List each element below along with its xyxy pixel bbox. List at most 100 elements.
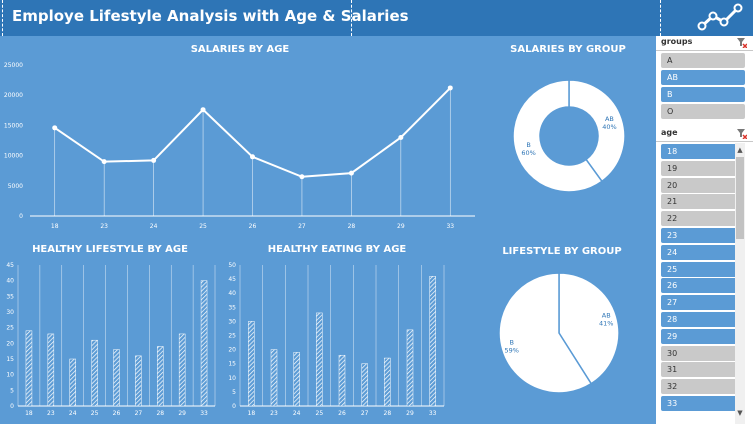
- data-point: [299, 174, 305, 180]
- slicer-item[interactable]: 22: [661, 211, 745, 227]
- clear-filter-icon[interactable]: [737, 38, 747, 48]
- y-tick-label: 25000: [4, 62, 23, 69]
- slicer-item[interactable]: 23: [661, 228, 745, 243]
- healthy-lifestyle-title: HEALTHY LIFESTYLE BY AGE: [32, 244, 188, 255]
- bar: [406, 329, 414, 407]
- y-tick-label: 40: [228, 290, 236, 297]
- x-tick-label: 23: [270, 410, 278, 417]
- pie-slice: [568, 79, 626, 183]
- slicer-item[interactable]: 31: [661, 362, 745, 378]
- x-tick-label: 26: [113, 410, 121, 417]
- clear-filter-icon[interactable]: [737, 129, 747, 139]
- line-chart-icon: [697, 3, 743, 31]
- x-tick-label: 27: [298, 223, 306, 230]
- y-tick-label: 50: [228, 262, 236, 269]
- y-tick-label: 35: [228, 304, 236, 311]
- bar: [157, 346, 164, 407]
- slicer-item[interactable]: 20: [661, 177, 745, 193]
- bar: [316, 312, 323, 407]
- y-tick-label: 10000: [4, 153, 23, 160]
- slicer-item[interactable]: 26: [661, 278, 745, 294]
- x-tick-label: 25: [91, 410, 99, 417]
- salaries-by-age-title: SALARIES BY AGE: [191, 44, 290, 55]
- slicer-item[interactable]: 33: [661, 396, 745, 411]
- x-tick-label: 29: [178, 410, 186, 417]
- x-tick-label: 28: [384, 410, 392, 417]
- slice-value-label: 59%: [505, 347, 519, 355]
- slicer-item[interactable]: 27: [661, 295, 745, 311]
- x-tick-label: 18: [51, 223, 59, 230]
- data-point: [447, 85, 453, 91]
- y-tick-label: 15: [6, 356, 14, 363]
- x-tick-label: 24: [69, 410, 77, 417]
- slice-value-label: 40%: [602, 123, 616, 131]
- slice-label: B: [510, 339, 514, 347]
- slicer-item[interactable]: A: [661, 53, 745, 68]
- y-tick-label: 20000: [4, 92, 23, 99]
- slicer-header: groups: [656, 36, 753, 51]
- bar: [338, 354, 346, 407]
- groups-slicer-title: groups: [661, 37, 693, 46]
- slicer-item[interactable]: 24: [661, 244, 745, 260]
- x-tick-label: 26: [338, 410, 346, 417]
- slicer-item[interactable]: B: [661, 87, 745, 102]
- slicer-item[interactable]: 18: [661, 144, 745, 159]
- healthy-eating-title: HEALTHY EATING BY AGE: [268, 244, 407, 255]
- scroll-down-icon[interactable]: ▼: [737, 409, 743, 417]
- dashboard-title: Employe Lifestyle Analysis with Age & Sa…: [12, 7, 409, 25]
- y-tick-label: 45: [228, 276, 236, 283]
- x-tick-label: 29: [406, 410, 414, 417]
- y-tick-label: 30: [228, 318, 236, 325]
- x-tick-label: 27: [135, 410, 143, 417]
- scrollbar-thumb[interactable]: [736, 157, 744, 239]
- data-point: [348, 170, 354, 176]
- data-point: [52, 125, 58, 131]
- slicer-item[interactable]: 19: [661, 160, 745, 176]
- data-point: [151, 157, 157, 163]
- slicer-item[interactable]: 29: [661, 328, 745, 344]
- dashboard-header: Employe Lifestyle Analysis with Age & Sa…: [0, 0, 753, 36]
- y-tick-label: 45: [6, 262, 14, 269]
- age-slicer-title: age: [661, 128, 678, 137]
- slicer-item[interactable]: 25: [661, 261, 745, 277]
- x-tick-label: 18: [25, 410, 33, 417]
- slicer-item[interactable]: AB: [661, 70, 745, 85]
- x-tick-label: 25: [199, 223, 207, 230]
- age-slicer-scrollbar[interactable]: ▲ ▼: [735, 143, 745, 424]
- groups-slicer: groups A AB B O: [656, 36, 753, 124]
- y-tick-label: 15: [228, 361, 236, 368]
- bar: [248, 321, 255, 407]
- y-tick-label: 40: [6, 278, 14, 285]
- y-tick-label: 5: [232, 389, 236, 396]
- dashboard-charts: SALARIES BY AGE 050001000015000200002500…: [4, 44, 626, 417]
- y-tick-label: 20: [6, 340, 14, 347]
- slicer-item[interactable]: 30: [661, 345, 745, 361]
- slicer-item[interactable]: 28: [661, 312, 745, 327]
- bar: [135, 355, 142, 407]
- y-tick-label: 15000: [4, 122, 23, 129]
- slicer-item[interactable]: 21: [661, 194, 745, 210]
- y-tick-label: 25: [228, 333, 236, 340]
- slicer-item[interactable]: O: [661, 104, 745, 119]
- header-divider: [660, 0, 661, 36]
- scroll-up-icon[interactable]: ▲: [737, 146, 743, 154]
- slice-value-label: 60%: [521, 149, 535, 157]
- y-tick-label: 10: [228, 375, 236, 382]
- dashboard-area: SALARIES BY AGE 0 5000 10000 15000 20000 2500…: [0, 36, 656, 424]
- slice-value-label: 41%: [599, 319, 613, 327]
- x-tick-label: 33: [446, 223, 454, 230]
- header-divider: [2, 0, 3, 36]
- header-divider: [351, 0, 352, 36]
- bar: [293, 352, 300, 407]
- data-point: [200, 107, 206, 113]
- x-tick-label: 28: [156, 410, 164, 417]
- x-tick-label: 27: [361, 410, 369, 417]
- bar: [91, 339, 98, 407]
- y-tick-label: 30: [6, 309, 14, 316]
- y-tick-label: 10: [6, 372, 14, 379]
- x-tick-label: 33: [200, 410, 208, 417]
- bar: [384, 357, 391, 407]
- slicer-item[interactable]: 32: [661, 379, 745, 395]
